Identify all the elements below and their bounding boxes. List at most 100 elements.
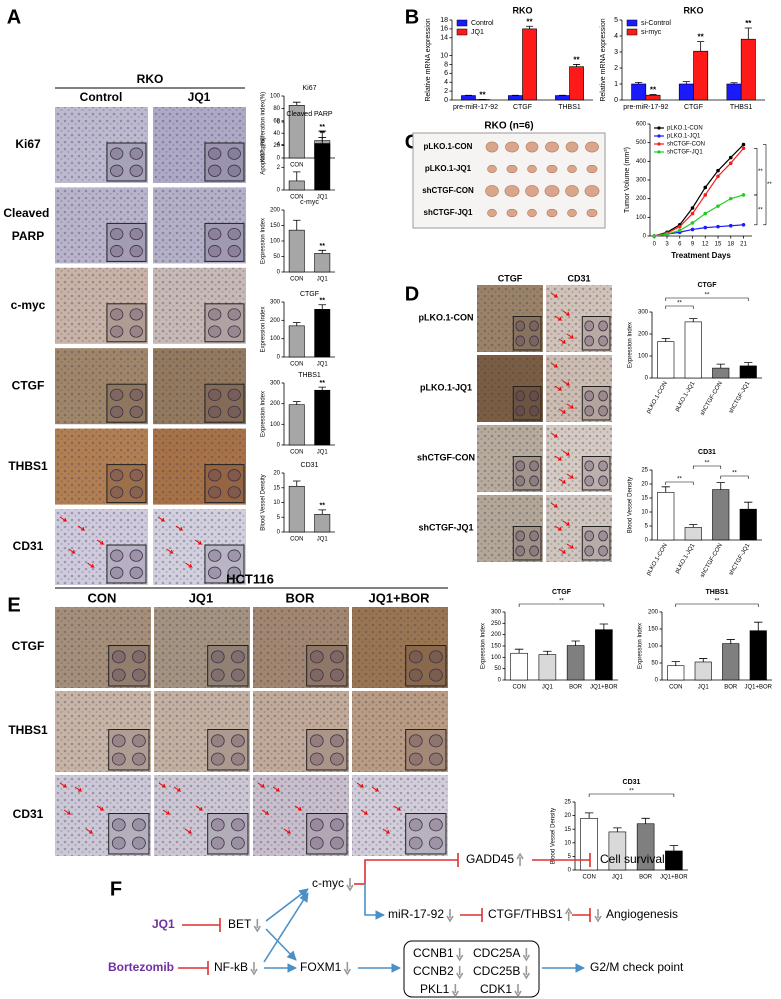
vessel-arrow	[562, 310, 571, 316]
bar	[538, 654, 557, 681]
data-point	[703, 225, 708, 230]
x-tick-label: THBS1	[558, 104, 581, 111]
micrograph-inset	[106, 142, 147, 182]
micrograph-inset-shade	[513, 316, 541, 350]
cell-nucleus	[231, 752, 245, 766]
row-label: shCTGF-JQ1	[418, 522, 473, 532]
micrograph-inset	[108, 813, 150, 855]
y-tick-label: 0	[277, 443, 281, 449]
bar	[657, 341, 675, 379]
micrograph	[546, 495, 612, 562]
tumor	[527, 208, 537, 218]
chart-title: Ki67	[302, 85, 316, 92]
y-tick-label: 0	[277, 530, 281, 536]
micrograph-inset-shade	[582, 526, 610, 560]
column-label: Control	[80, 90, 123, 104]
vessel-arrow	[166, 548, 175, 554]
pathway-node: CDC25A	[473, 946, 520, 960]
y-tick-label: 200	[636, 196, 647, 202]
vessel-arrow	[96, 805, 105, 811]
down-arrow	[456, 966, 464, 980]
vessel-arrow	[360, 809, 369, 815]
cell-nucleus	[210, 818, 225, 832]
pathway-node: NF-kB	[214, 960, 248, 974]
micrograph	[477, 495, 543, 562]
micrograph	[55, 348, 148, 425]
bar	[684, 321, 702, 379]
micrograph	[55, 107, 148, 183]
significance-label: **	[629, 789, 634, 795]
vessel-arrow	[554, 385, 563, 391]
cell-nucleus	[129, 469, 143, 482]
micrograph-inset	[306, 645, 348, 687]
vessel-arrow	[562, 520, 571, 526]
cell-nucleus	[515, 460, 526, 472]
y-axis-label: Expression Index	[481, 623, 487, 669]
micrograph-inset	[204, 303, 245, 343]
tumor	[585, 141, 599, 153]
micrograph-inset-shade	[513, 526, 541, 560]
error-bar	[682, 81, 690, 84]
data-point	[703, 193, 708, 197]
x-tick-label: 3	[665, 242, 669, 248]
cell-nucleus	[598, 545, 608, 557]
cell-nucleus	[208, 325, 222, 338]
chart-title: RKO	[513, 5, 533, 15]
micrograph	[253, 607, 349, 688]
column-label: JQ1	[188, 90, 211, 104]
vessel-arrow	[261, 809, 270, 815]
column-label: JQ1+BOR	[368, 590, 430, 605]
cell-nucleus	[227, 308, 241, 321]
micrograph-inset-shade	[204, 545, 244, 583]
cell-nucleus	[132, 752, 146, 766]
chart-title: RKO	[684, 5, 704, 15]
cell-nucleus	[429, 650, 443, 664]
micrograph-inset-shade	[405, 813, 446, 854]
cell-nucleus	[309, 836, 324, 850]
cell-nucleus	[309, 818, 324, 832]
tumor	[565, 141, 579, 153]
y-tick-label: 4	[614, 33, 618, 40]
legend-label: pLKO.1-JQ1	[667, 134, 701, 140]
chart-title: THBS1	[298, 372, 321, 379]
bar	[566, 645, 585, 681]
y-tick-label: 10	[273, 500, 280, 506]
cell-nucleus	[227, 245, 241, 258]
y-axis-label: Apoptosis (%)	[261, 137, 267, 174]
cell-nucleus	[529, 545, 539, 557]
cell-nucleus	[330, 668, 344, 682]
y-tick-label: 10	[440, 52, 448, 59]
panel-letter: F	[110, 878, 122, 900]
row-label: CTGF	[12, 378, 45, 392]
y-tick-label: 8	[444, 61, 448, 68]
error-bar	[671, 661, 680, 666]
bar	[645, 94, 661, 101]
y-tick-label: 100	[270, 422, 281, 428]
micrograph	[55, 428, 148, 505]
legend-label: shCTGF-CON	[667, 142, 705, 148]
cell-nucleus	[208, 388, 222, 401]
micrograph-inset	[512, 456, 542, 491]
tumor	[586, 164, 598, 174]
row-label: shCTGF-JQ1	[424, 208, 473, 217]
x-tick-label: JQ1	[317, 277, 329, 283]
x-tick-label: 0	[653, 242, 657, 248]
bar	[678, 83, 694, 101]
error-bar	[514, 648, 524, 654]
y-tick-label: 5	[645, 524, 649, 530]
micrograph-inset-shade	[207, 729, 248, 770]
tumor	[584, 185, 600, 197]
y-tick-label: 600	[636, 122, 647, 128]
bar	[522, 28, 537, 101]
error-bar	[318, 304, 327, 310]
y-tick-label: 0	[643, 234, 647, 240]
cell-nucleus	[227, 549, 241, 562]
bar	[288, 325, 305, 358]
y-tick-label: 50	[273, 254, 280, 260]
micrograph	[153, 428, 246, 505]
down-arrow	[514, 984, 522, 998]
cell-nucleus	[129, 566, 143, 579]
activation-arrow	[265, 888, 309, 922]
cell-nucleus	[110, 164, 124, 177]
cell-nucleus	[110, 147, 124, 160]
